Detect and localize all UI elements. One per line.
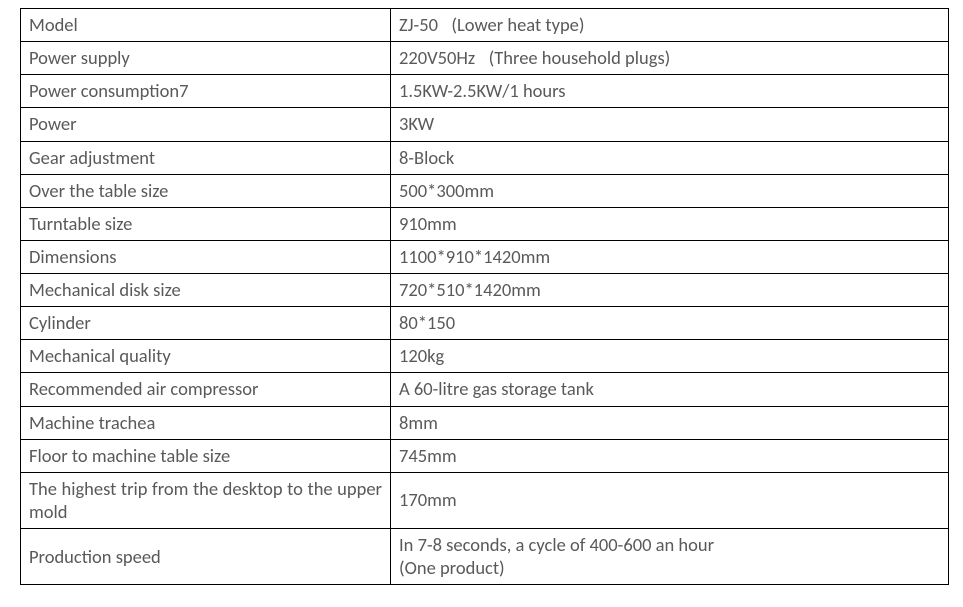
- spec-label: Gear adjustment: [21, 141, 391, 174]
- spec-value: 720*510*1420mm: [391, 274, 949, 307]
- spec-label: Cylinder: [21, 307, 391, 340]
- spec-label: Recommended air compressor: [21, 373, 391, 406]
- spec-label: Over the table size: [21, 174, 391, 207]
- spec-table-body: ModelZJ-50 (Lower heat type)Power supply…: [21, 9, 949, 585]
- spec-label: Power: [21, 108, 391, 141]
- spec-label: Mechanical quality: [21, 340, 391, 373]
- table-row: Power supply220V50Hz (Three household pl…: [21, 42, 949, 75]
- table-row: Gear adjustment8-Block: [21, 141, 949, 174]
- table-row: Mechanical disk size720*510*1420mm: [21, 274, 949, 307]
- spec-value: 120kg: [391, 340, 949, 373]
- spec-table-container: ModelZJ-50 (Lower heat type)Power supply…: [0, 0, 963, 593]
- spec-label: Model: [21, 9, 391, 42]
- table-row: Power3KW: [21, 108, 949, 141]
- spec-value: A 60-litre gas storage tank: [391, 373, 949, 406]
- spec-label: The highest trip from the desktop to the…: [21, 472, 391, 528]
- table-row: Floor to machine table size745mm: [21, 439, 949, 472]
- table-row: ModelZJ-50 (Lower heat type): [21, 9, 949, 42]
- spec-value: 8mm: [391, 406, 949, 439]
- spec-value: 3KW: [391, 108, 949, 141]
- table-row: Machine trachea8mm: [21, 406, 949, 439]
- table-row: Power consumption71.5KW-2.5KW/1 hours: [21, 75, 949, 108]
- spec-value: 220V50Hz (Three household plugs): [391, 42, 949, 75]
- spec-label: Power consumption7: [21, 75, 391, 108]
- spec-value: 745mm: [391, 439, 949, 472]
- spec-label: Machine trachea: [21, 406, 391, 439]
- spec-value: 1.5KW-2.5KW/1 hours: [391, 75, 949, 108]
- spec-table: ModelZJ-50 (Lower heat type)Power supply…: [20, 8, 949, 585]
- table-row: Mechanical quality120kg: [21, 340, 949, 373]
- table-row: Dimensions1100*910*1420mm: [21, 240, 949, 273]
- spec-value: 170mm: [391, 472, 949, 528]
- spec-label: Production speed: [21, 529, 391, 585]
- table-row: Cylinder80*150: [21, 307, 949, 340]
- spec-value: 500*300mm: [391, 174, 949, 207]
- spec-label: Dimensions: [21, 240, 391, 273]
- table-row: Production speedIn 7-8 seconds, a cycle …: [21, 529, 949, 585]
- spec-label: Mechanical disk size: [21, 274, 391, 307]
- spec-value: 910mm: [391, 207, 949, 240]
- spec-value: In 7-8 seconds, a cycle of 400-600 an ho…: [391, 529, 949, 585]
- table-row: Over the table size500*300mm: [21, 174, 949, 207]
- spec-value: 80*150: [391, 307, 949, 340]
- table-row: Recommended air compressorA 60-litre gas…: [21, 373, 949, 406]
- spec-value: 8-Block: [391, 141, 949, 174]
- spec-label: Power supply: [21, 42, 391, 75]
- spec-label: Floor to machine table size: [21, 439, 391, 472]
- spec-value: ZJ-50 (Lower heat type): [391, 9, 949, 42]
- table-row: Turntable size910mm: [21, 207, 949, 240]
- spec-value: 1100*910*1420mm: [391, 240, 949, 273]
- spec-label: Turntable size: [21, 207, 391, 240]
- table-row: The highest trip from the desktop to the…: [21, 472, 949, 528]
